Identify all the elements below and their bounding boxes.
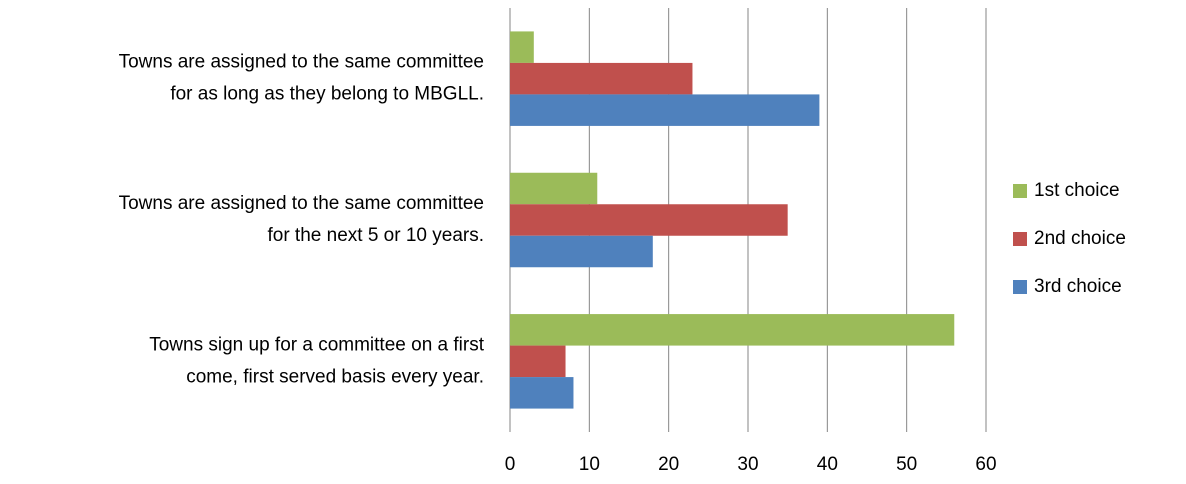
x-tick-label: 0 xyxy=(505,454,516,475)
bar xyxy=(510,94,820,126)
bar xyxy=(510,62,693,95)
legend-swatch xyxy=(1013,280,1027,294)
bar xyxy=(510,314,955,346)
bar xyxy=(510,345,566,378)
x-tick-label: 10 xyxy=(579,454,600,475)
y-tick-label: Towns are assigned to the same committee… xyxy=(119,52,484,105)
legend-swatch xyxy=(1013,232,1027,246)
x-tick-label: 20 xyxy=(658,454,679,475)
x-tick-label: 50 xyxy=(896,454,917,475)
legend-label: 3rd choice xyxy=(1034,276,1122,297)
legend-swatch xyxy=(1013,184,1027,198)
y-tick-label: Towns sign up for a committee on a first… xyxy=(149,334,484,387)
bar xyxy=(510,235,653,268)
bar xyxy=(510,204,788,236)
legend-label: 2nd choice xyxy=(1034,228,1126,249)
x-tick-label: 30 xyxy=(737,454,758,475)
legend-label: 1st choice xyxy=(1034,180,1120,201)
x-tick-label: 40 xyxy=(817,454,838,475)
bar xyxy=(510,377,574,409)
x-tick-label: 60 xyxy=(975,454,996,475)
bar xyxy=(510,31,534,63)
bar xyxy=(510,172,598,205)
y-tick-label: Towns are assigned to the same committee… xyxy=(119,193,484,246)
